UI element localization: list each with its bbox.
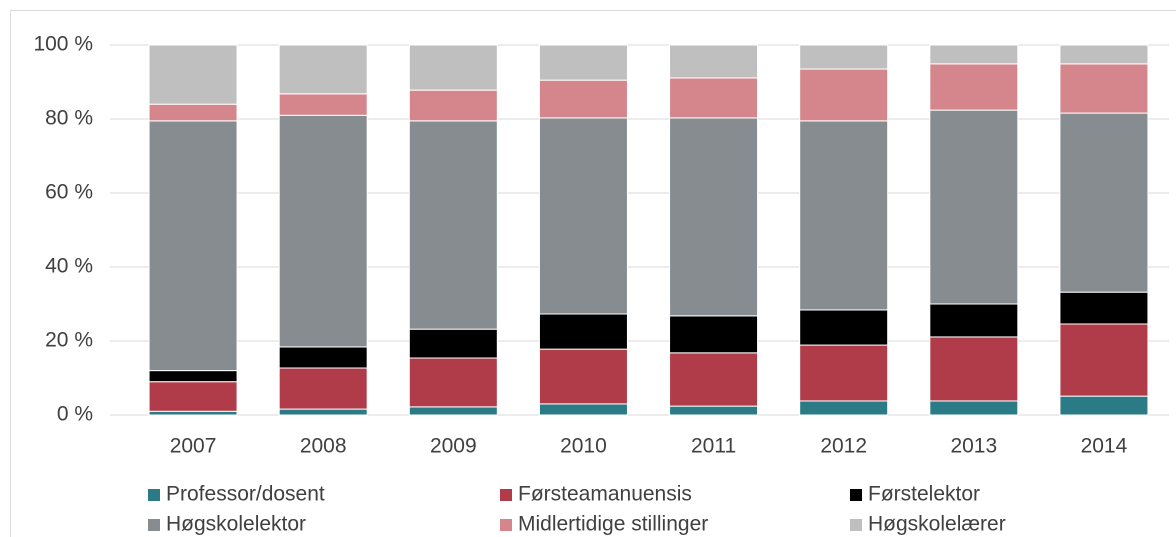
- bar-segment: [538, 79, 628, 119]
- legend-label: Førstelektor: [868, 483, 980, 506]
- bar-segment: [669, 352, 759, 407]
- y-tick-label: 20 %: [45, 329, 93, 352]
- bar-segment: [799, 44, 889, 70]
- bar-segment: [1059, 395, 1149, 416]
- legend-label: Midlertidige stillinger: [518, 513, 708, 536]
- bar-segment: [408, 44, 498, 91]
- bar-segment: [278, 44, 368, 95]
- legend-swatch: [148, 519, 160, 531]
- y-tick-label: 40 %: [45, 255, 93, 278]
- legend-label: Førsteamanuensis: [518, 483, 692, 506]
- bar-segment: [929, 303, 1019, 338]
- x-tick-label: 2008: [300, 435, 347, 458]
- bar-segment: [278, 367, 368, 410]
- bar-segment: [278, 408, 368, 416]
- bar-segment: [278, 93, 368, 116]
- bar-segment: [538, 44, 628, 81]
- bar-segment: [929, 109, 1019, 305]
- legend-label: Høgskolelærer: [868, 513, 1006, 536]
- bar-segment: [148, 381, 238, 412]
- bar-segment: [669, 44, 759, 79]
- bar-segment: [669, 77, 759, 119]
- x-tick-label: 2012: [820, 435, 867, 458]
- x-tick-label: 2014: [1081, 435, 1128, 458]
- bar-segment: [669, 117, 759, 317]
- bar-segment: [408, 406, 498, 416]
- chart-frame: [10, 10, 1176, 537]
- x-tick-label: 2011: [691, 435, 736, 458]
- bar-segment: [799, 309, 889, 346]
- bar-segment: [929, 400, 1019, 416]
- bar-segment: [1059, 44, 1149, 65]
- bar-segment: [538, 117, 628, 315]
- bar-segment: [538, 403, 628, 416]
- legend-swatch: [148, 489, 160, 501]
- x-tick-label: 2009: [430, 435, 477, 458]
- y-tick-label: 100 %: [33, 33, 93, 56]
- legend-label: Høgskolelektor: [166, 513, 306, 536]
- bar-segment: [278, 114, 368, 348]
- bar-segment: [408, 120, 498, 330]
- x-tick-label: 2013: [950, 435, 997, 458]
- bar-segment: [1059, 63, 1149, 114]
- bar-segment: [408, 328, 498, 359]
- bar-segment: [669, 315, 759, 354]
- bar-segment: [929, 44, 1019, 65]
- bar-segment: [799, 68, 889, 122]
- bar-segment: [148, 410, 238, 416]
- y-tick-label: 80 %: [45, 107, 93, 130]
- bar-segment: [278, 346, 368, 369]
- legend-label: Professor/dosent: [166, 483, 325, 506]
- bar-segment: [538, 313, 628, 350]
- legend-swatch: [500, 519, 512, 531]
- legend-swatch: [850, 489, 862, 501]
- x-tick-label: 2007: [170, 435, 217, 458]
- bar-segment: [1059, 291, 1149, 325]
- bar-segment: [929, 336, 1019, 402]
- bar-segment: [148, 120, 238, 372]
- bar-segment: [799, 120, 889, 311]
- bar-segment: [538, 348, 628, 405]
- bar-segment: [408, 89, 498, 122]
- bar-segment: [148, 370, 238, 383]
- bar-segment: [1059, 112, 1149, 293]
- x-tick-label: 2010: [560, 435, 607, 458]
- bar-segment: [669, 405, 759, 416]
- legend-swatch: [850, 519, 862, 531]
- bar-segment: [148, 44, 238, 105]
- bar-segment: [408, 357, 498, 408]
- bar-segment: [148, 103, 238, 122]
- y-tick-label: 0 %: [57, 403, 93, 426]
- bar-segment: [1059, 323, 1149, 397]
- bar-segment: [799, 344, 889, 402]
- y-tick-label: 60 %: [45, 181, 93, 204]
- legend-swatch: [500, 489, 512, 501]
- bar-segment: [929, 63, 1019, 111]
- bar-segment: [799, 400, 889, 416]
